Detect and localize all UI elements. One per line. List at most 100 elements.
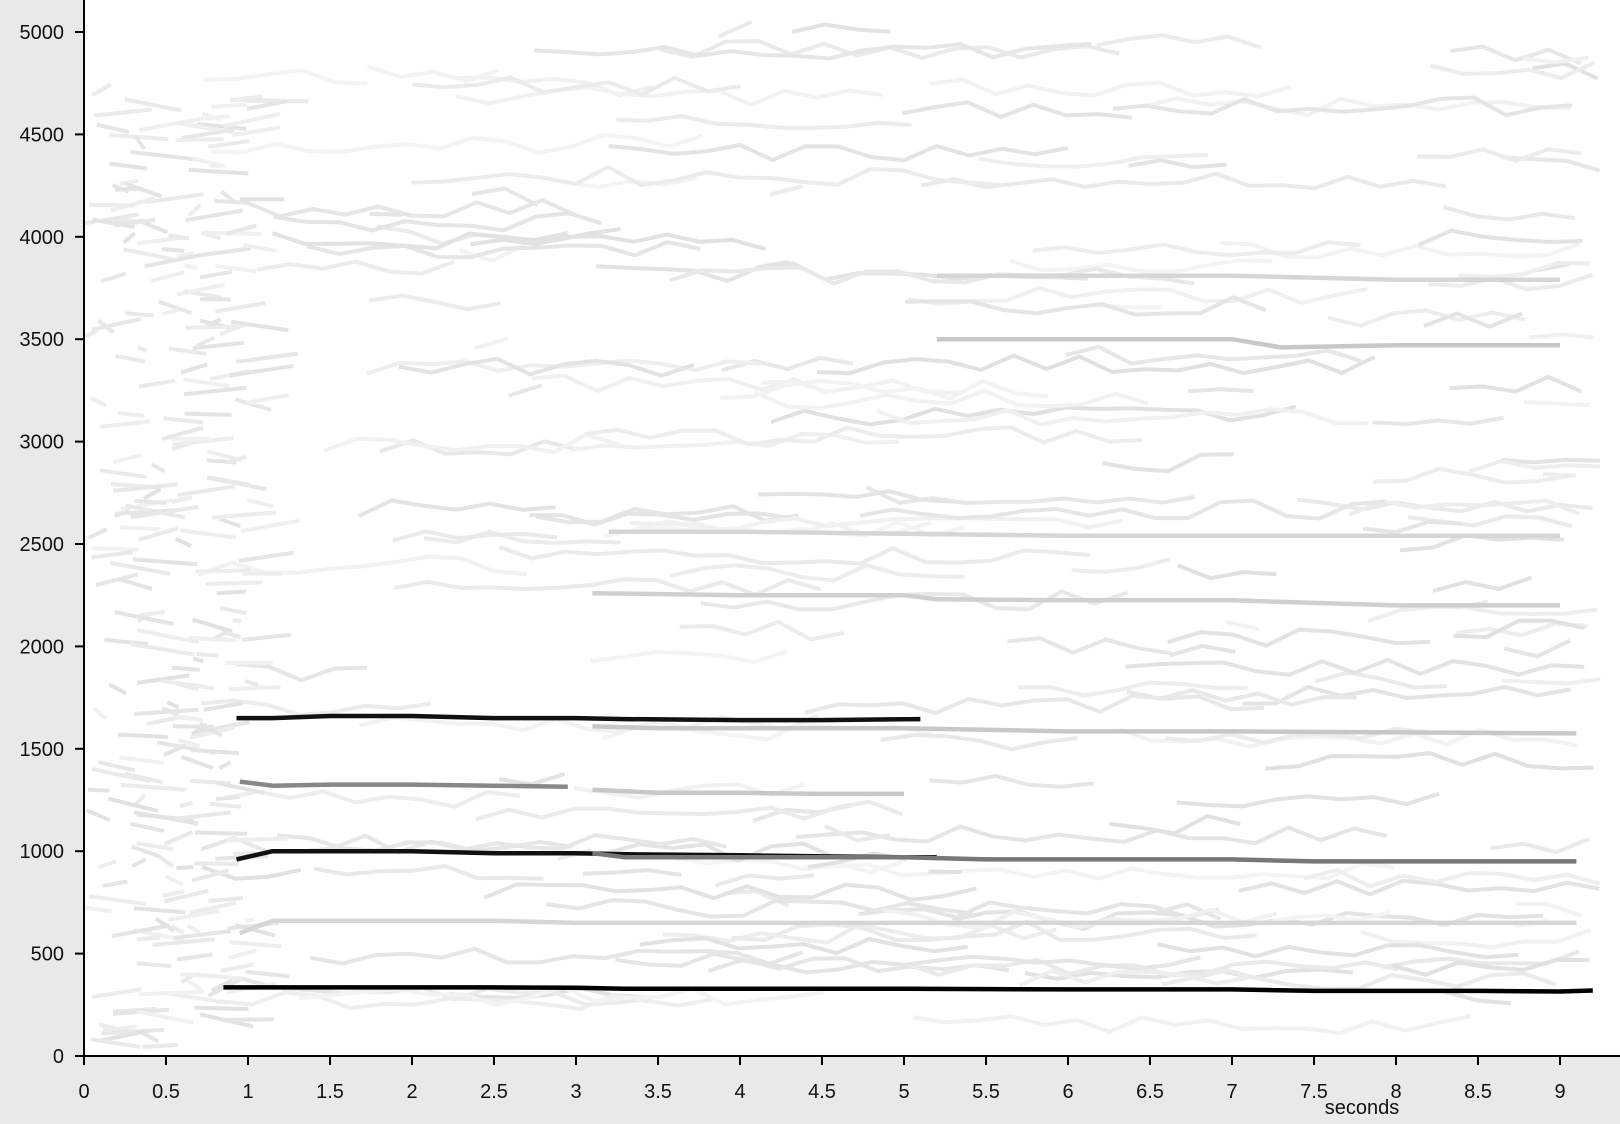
y-tick-label: 5000 xyxy=(20,22,65,44)
onset-noise-mark xyxy=(110,196,156,213)
background-track xyxy=(1429,60,1596,81)
onset-noise-mark xyxy=(218,516,242,529)
onset-noise-mark xyxy=(150,270,185,284)
background-track xyxy=(679,619,844,642)
x-tick-label: 7.5 xyxy=(1300,1081,1328,1103)
background-track xyxy=(616,113,912,130)
background-track xyxy=(1024,967,1354,981)
x-tick-label: 8.5 xyxy=(1464,1081,1492,1103)
onset-noise-mark xyxy=(194,830,248,836)
background-track xyxy=(357,498,556,518)
background-track xyxy=(717,20,753,39)
onset-noise-mark xyxy=(133,810,199,826)
onset-noise-mark xyxy=(119,525,160,532)
background-track xyxy=(423,529,621,546)
onset-noise-mark xyxy=(220,962,255,973)
onset-noise-mark xyxy=(187,203,202,218)
background-track xyxy=(203,68,368,86)
onset-noise-mark xyxy=(117,732,168,740)
background-track xyxy=(1423,311,1524,329)
onset-noise-mark xyxy=(183,377,230,389)
formant-track-5 xyxy=(239,779,568,789)
x-tick-label: 6.5 xyxy=(1136,1081,1164,1103)
onset-noise-mark xyxy=(203,701,244,712)
onset-noise-mark xyxy=(94,107,153,118)
onset-noise-mark xyxy=(191,868,230,883)
onset-noise-mark xyxy=(139,609,165,618)
onset-noise-mark xyxy=(133,707,199,716)
background-track xyxy=(1453,618,1586,640)
background-track xyxy=(769,184,804,197)
onset-noise-mark xyxy=(176,715,204,723)
background-track xyxy=(720,378,1049,401)
x-axis-ticks: 0 0.5 1 1.5 2 2.5 3 3.5 4 4.5 5 5.5 6 6.5 7 7.5 8 8.5 9 xyxy=(78,1056,1566,1103)
onset-noise-mark xyxy=(91,987,142,999)
onset-noise-mark xyxy=(139,989,205,997)
onset-noise-mark xyxy=(103,1024,137,1032)
onset-noise-mark xyxy=(234,397,272,412)
background-track xyxy=(379,438,578,457)
onset-noise-mark xyxy=(208,896,244,903)
onset-noise-mark xyxy=(137,628,200,645)
onset-noise-mark xyxy=(134,499,167,505)
onset-noise-mark xyxy=(211,102,247,109)
background-track xyxy=(1258,909,1391,927)
background-track xyxy=(369,293,501,312)
background-track xyxy=(796,824,1388,846)
background-track xyxy=(483,882,977,902)
background-track xyxy=(366,64,500,84)
background-track xyxy=(1009,258,1273,275)
onset-noise-mark xyxy=(173,724,214,729)
background-track xyxy=(608,142,1069,163)
x-tick-label: 5 xyxy=(898,1081,909,1103)
background-track xyxy=(210,132,704,155)
x-tick-label: 6 xyxy=(1062,1081,1073,1103)
background-track xyxy=(394,577,822,597)
onset-noise-mark xyxy=(114,610,174,626)
background-track xyxy=(753,388,1149,411)
onset-noise-mark xyxy=(164,874,184,887)
onset-noise-mark xyxy=(136,236,181,246)
background-track xyxy=(905,295,1267,317)
onset-noise-mark xyxy=(119,755,165,765)
background-track xyxy=(214,198,576,219)
onset-noise-mark xyxy=(117,576,153,591)
background-track xyxy=(1449,44,1582,66)
onset-noise-mark xyxy=(174,536,192,548)
onset-noise-mark xyxy=(212,510,277,520)
onset-noise-mark xyxy=(232,94,263,102)
onset-noise-mark xyxy=(246,99,288,111)
onset-noise-mark xyxy=(98,760,136,773)
x-tick-label: 9 xyxy=(1554,1081,1565,1103)
onset-noise-mark xyxy=(85,905,112,914)
series-layer xyxy=(223,273,1593,994)
onset-noise-mark xyxy=(205,580,263,586)
onset-noise-mark xyxy=(102,879,128,888)
background-tracks xyxy=(84,20,1601,1049)
onset-noise-mark xyxy=(137,345,148,353)
onset-noise-mark xyxy=(117,411,145,418)
onset-noise-mark xyxy=(242,243,278,253)
onset-noise-mark xyxy=(91,767,151,783)
onset-noise-mark xyxy=(110,560,171,576)
background-track xyxy=(1108,813,1241,836)
background-track xyxy=(1007,636,1172,656)
onset-noise-mark xyxy=(168,233,190,241)
formant-track-10 xyxy=(592,590,1560,608)
onset-noise-mark xyxy=(244,679,259,688)
onset-noise-mark xyxy=(160,678,215,691)
onset-noise-mark xyxy=(130,642,195,657)
onset-noise-mark xyxy=(115,353,146,364)
onset-noise-mark xyxy=(194,1005,249,1012)
background-track xyxy=(1143,96,1571,118)
background-track xyxy=(859,498,1385,521)
onset-noise-mark xyxy=(104,637,149,647)
onset-noise-mark xyxy=(245,917,255,924)
onset-noise-mark xyxy=(138,378,176,389)
onset-noise-mark xyxy=(180,528,237,540)
onset-noise-mark xyxy=(205,317,222,328)
onset-noise-mark xyxy=(192,656,204,664)
onset-noise-mark xyxy=(163,888,209,904)
onset-noise-mark xyxy=(189,900,237,915)
background-track xyxy=(369,211,403,217)
